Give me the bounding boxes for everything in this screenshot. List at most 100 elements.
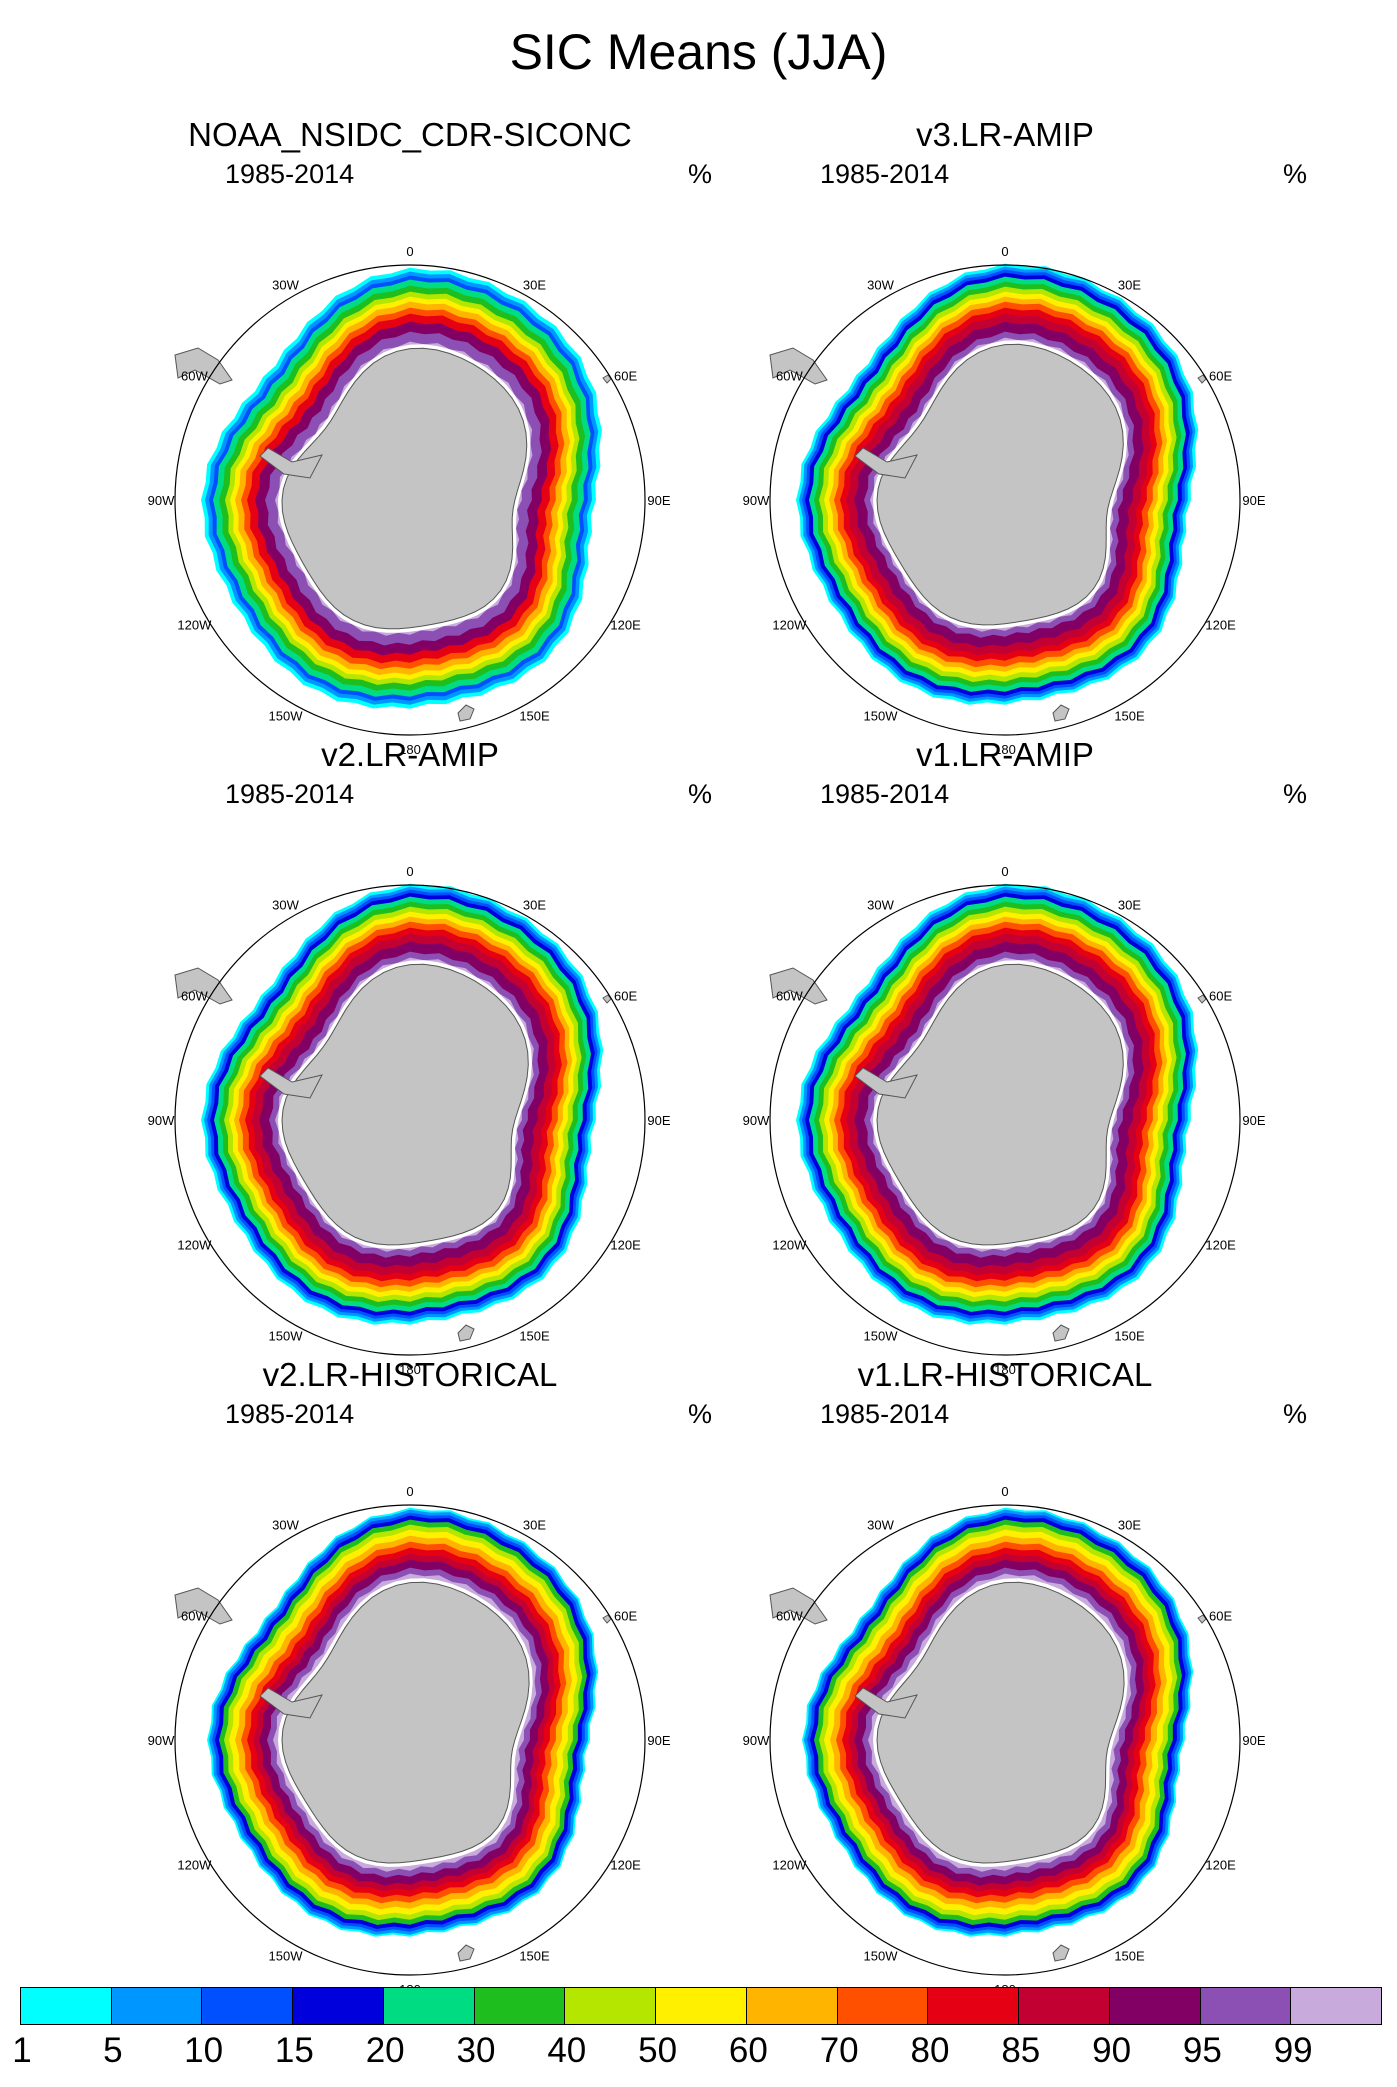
longitude-label: 120W bbox=[772, 1858, 807, 1873]
longitude-label: 150W bbox=[269, 1329, 304, 1344]
map-boundary bbox=[769, 884, 1241, 1356]
longitude-label: 30W bbox=[867, 277, 894, 292]
colorbar-label: 85 bbox=[1001, 2031, 1041, 2070]
longitude-label: 60W bbox=[776, 369, 803, 384]
colorbar-box bbox=[1019, 1988, 1110, 2024]
longitude-label: 150E bbox=[1114, 1329, 1145, 1344]
colorbar-label: 30 bbox=[456, 2031, 496, 2070]
antarctic-peninsula bbox=[854, 1067, 918, 1099]
colorbar-box bbox=[111, 1988, 203, 2024]
map-panel: v1.LR-AMIP 1985-2014 % 0 30E 60E 90E 120E 150… bbox=[665, 735, 1345, 1377]
map-panel: v3.LR-AMIP 1985-2014 % 0 30E 60E 90E 120E 150… bbox=[665, 115, 1345, 757]
colorbar-label: 70 bbox=[819, 2031, 859, 2070]
map-panel: v2.LR-AMIP 1985-2014 % 0 30E 60E 90E 120E 150… bbox=[70, 735, 750, 1377]
map-boundary bbox=[174, 264, 646, 736]
longitude-label: 150E bbox=[519, 1329, 550, 1344]
island bbox=[1052, 1944, 1070, 1962]
longitude-label: 60W bbox=[776, 989, 803, 1004]
longitude-label: 120W bbox=[177, 618, 212, 633]
longitude-label: 60W bbox=[181, 369, 208, 384]
panel-period: 1985-2014 bbox=[820, 1399, 950, 1429]
colorbar-box bbox=[746, 1988, 838, 2024]
longitude-label: 120E bbox=[1205, 618, 1236, 633]
longitude-label: 90E bbox=[1242, 493, 1265, 508]
colorbar-label: 60 bbox=[728, 2031, 768, 2070]
panel-title: v2.LR-AMIP bbox=[321, 736, 499, 773]
island bbox=[457, 704, 475, 722]
map-panel: v2.LR-HISTORICAL 1985-2014 % 0 30E 60E 90E 1… bbox=[70, 1355, 750, 1997]
colorbar-box bbox=[656, 1988, 747, 2024]
map-boundary bbox=[769, 264, 1241, 736]
longitude-label: 90W bbox=[148, 1733, 175, 1748]
longitude-label: 60E bbox=[1209, 989, 1232, 1004]
longitude-label: 60W bbox=[181, 1609, 208, 1624]
colorbar-label: 40 bbox=[547, 2031, 587, 2070]
longitude-label: 30E bbox=[1118, 1517, 1141, 1532]
longitude-label: 0 bbox=[1001, 864, 1008, 879]
longitude-label: 120W bbox=[177, 1238, 212, 1253]
island bbox=[1052, 1324, 1070, 1342]
map-boundary bbox=[769, 1504, 1241, 1976]
south-america bbox=[769, 347, 828, 385]
longitude-label: 180 bbox=[994, 1362, 1016, 1377]
panel-units: % bbox=[1283, 779, 1308, 809]
longitude-label: 180 bbox=[994, 742, 1016, 757]
figure-title: SIC Means (JJA) bbox=[509, 24, 888, 80]
longitude-label: 30E bbox=[1118, 277, 1141, 292]
panel-title: v2.LR-HISTORICAL bbox=[262, 1356, 558, 1393]
longitude-label: 30E bbox=[523, 1517, 546, 1532]
longitude-label: 150E bbox=[519, 709, 550, 724]
longitude-label: 150E bbox=[1114, 709, 1145, 724]
longitude-label: 90W bbox=[148, 493, 175, 508]
colorbar-label: 99 bbox=[1273, 2031, 1313, 2070]
longitude-label: 150W bbox=[864, 1949, 899, 1964]
longitude-label: 30W bbox=[272, 1517, 299, 1532]
panel-title: v1.LR-HISTORICAL bbox=[857, 1356, 1153, 1393]
longitude-label: 90W bbox=[743, 1113, 770, 1128]
longitude-label: 120E bbox=[610, 1858, 641, 1873]
longitude-label: 90E bbox=[647, 1113, 670, 1128]
longitude-label: 60E bbox=[614, 369, 637, 384]
longitude-label: 60E bbox=[1209, 1609, 1232, 1624]
panel-units: % bbox=[688, 779, 713, 809]
antarctica bbox=[876, 343, 1124, 626]
panel-period: 1985-2014 bbox=[225, 779, 355, 809]
colorbar-box bbox=[837, 1988, 929, 2024]
panel-period: 1985-2014 bbox=[820, 779, 950, 809]
colorbar-label: 10 bbox=[184, 2031, 224, 2070]
colorbar: 1 5 10 15 20 30 40 50 60 70 80 85 90 95 99 bbox=[12, 1987, 1382, 2077]
colorbar-box bbox=[565, 1988, 657, 2024]
island bbox=[1052, 704, 1070, 722]
longitude-label: 60E bbox=[614, 989, 637, 1004]
longitude-label: 0 bbox=[406, 864, 413, 879]
panel-title: v3.LR-AMIP bbox=[916, 116, 1094, 153]
longitude-label: 0 bbox=[1001, 1484, 1008, 1499]
longitude-label: 120W bbox=[772, 1238, 807, 1253]
longitude-label: 30W bbox=[272, 897, 299, 912]
map-panel: v1.LR-HISTORICAL 1985-2014 % 0 30E 60E 90E 1… bbox=[665, 1355, 1345, 1997]
longitude-label: 90W bbox=[743, 1733, 770, 1748]
colorbar-label: 95 bbox=[1182, 2031, 1222, 2070]
colorbar-box bbox=[21, 1988, 112, 2024]
map-panel: NOAA_NSIDC_CDR-SICONC 1985-2014 % 0 30E 60… bbox=[70, 115, 750, 757]
map-boundary bbox=[174, 884, 646, 1356]
colorbar-label: 80 bbox=[910, 2031, 950, 2070]
longitude-label: 30W bbox=[272, 277, 299, 292]
longitude-label: 90W bbox=[743, 493, 770, 508]
colorbar-box bbox=[202, 1988, 294, 2024]
panel-period: 1985-2014 bbox=[225, 159, 355, 189]
longitude-label: 30E bbox=[523, 277, 546, 292]
antarctica bbox=[876, 963, 1124, 1246]
longitude-label: 120E bbox=[1205, 1238, 1236, 1253]
island bbox=[457, 1944, 475, 1962]
longitude-label: 120W bbox=[772, 618, 807, 633]
longitude-label: 120E bbox=[610, 618, 641, 633]
longitude-label: 150W bbox=[864, 709, 899, 724]
longitude-label: 0 bbox=[1001, 244, 1008, 259]
panel-units: % bbox=[688, 1399, 713, 1429]
colorbar-box bbox=[1200, 1988, 1292, 2024]
longitude-label: 180 bbox=[399, 1362, 421, 1377]
longitude-label: 120W bbox=[177, 1858, 212, 1873]
